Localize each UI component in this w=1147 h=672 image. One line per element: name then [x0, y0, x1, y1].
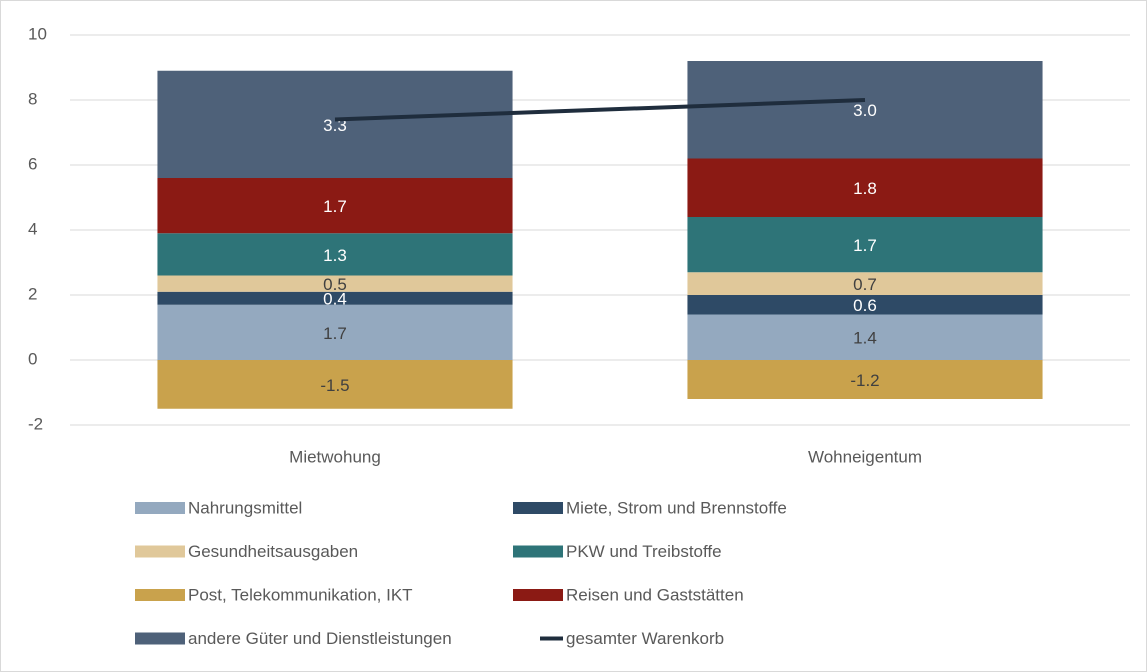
legend-label: Miete, Strom und Brennstoffe	[566, 498, 787, 517]
bar-segment	[157, 178, 513, 234]
bar-segment	[687, 314, 1043, 360]
y-tick-label: 4	[28, 219, 37, 238]
y-tick-label: 2	[28, 284, 37, 303]
legend-swatch	[135, 632, 185, 645]
data-label: 1.8	[853, 179, 877, 198]
data-label: 0.5	[323, 275, 347, 294]
y-tick-label: 6	[28, 154, 37, 173]
legend-label: Post, Telekommunikation, IKT	[188, 585, 413, 604]
bar-segment	[157, 70, 513, 178]
legend-swatch	[135, 589, 185, 601]
y-tick-label: 0	[28, 349, 37, 368]
legend-label: andere Güter und Dienstleistungen	[188, 629, 452, 648]
legend-swatch	[135, 502, 185, 514]
y-tick-label: -2	[28, 414, 43, 433]
bar-segment	[157, 291, 513, 305]
data-label: 0.7	[853, 275, 877, 294]
legend-label: Reisen und Gaststätten	[566, 585, 744, 604]
bar-segment	[687, 217, 1043, 273]
legend-swatch	[513, 545, 563, 558]
legend-swatch	[135, 545, 185, 558]
legend-swatch	[513, 589, 563, 601]
y-tick-label: 10	[28, 24, 47, 43]
legend-label: PKW und Treibstoffe	[566, 542, 722, 561]
data-label: 3.0	[853, 101, 877, 120]
bar-segment	[157, 233, 513, 276]
bar-segment	[157, 304, 513, 360]
bar-segment	[687, 272, 1043, 295]
legend-label: gesamter Warenkorb	[566, 629, 724, 648]
y-tick-label: 8	[28, 89, 37, 108]
data-label: 0.6	[853, 296, 877, 315]
line-series	[334, 98, 866, 122]
data-label: -1.5	[320, 376, 349, 395]
legend-label: Gesundheitsausgaben	[188, 542, 358, 561]
bar-segment	[687, 295, 1043, 315]
data-label: 1.7	[853, 236, 877, 255]
bar-segment	[687, 61, 1043, 159]
data-label: 1.4	[853, 329, 877, 348]
data-label: 0.4	[323, 290, 347, 309]
data-label: 1.7	[323, 197, 347, 216]
data-label: 1.3	[323, 246, 347, 265]
legend-label: Nahrungsmittel	[188, 498, 302, 517]
bar-segment	[687, 360, 1043, 399]
bar-segment	[157, 275, 513, 292]
data-label: -1.2	[850, 371, 879, 390]
bar-segment	[687, 158, 1043, 217]
x-tick-label: Wohneigentum	[808, 447, 922, 466]
data-label: 1.7	[323, 324, 347, 343]
legend-swatch	[513, 502, 563, 514]
x-tick-label: Mietwohung	[289, 447, 381, 466]
bar-segment	[157, 360, 513, 409]
